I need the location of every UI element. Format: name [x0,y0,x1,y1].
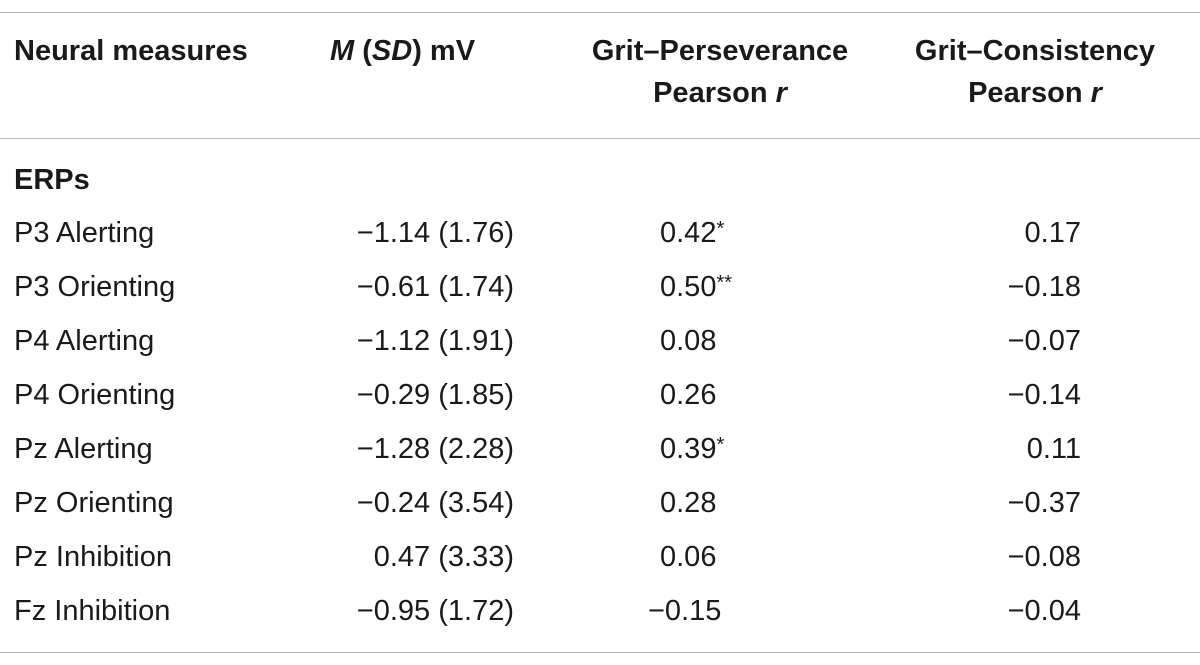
row-label: P3 Alerting [14,217,155,249]
table-row: Fz Inhibition −0.95 (1.72) −0.15 −0.04 [0,584,1200,638]
row-grit-perseverance: 0.42* [660,206,760,260]
header-rule [0,138,1200,139]
table-row: Pz Inhibition 0.47 (3.33) 0.06 −0.08 [0,530,1200,584]
row-grit-consistency: −0.08 [1007,541,1081,573]
value: −0.15 [648,595,722,627]
row-grit-consistency: −0.18 [1007,271,1081,303]
header-grit-consistency-line1: Grit–Consistency [914,35,1156,67]
row-label: P4 Orienting [14,379,176,411]
row-label: Pz Inhibition [14,541,172,573]
header-grit-perseverance: Grit–Perseverance Pearson r [560,30,880,114]
row-mean-sd: −1.12 (1.91) [356,325,514,357]
header-mean-sd: M (SD) mV [330,30,475,72]
row-grit-consistency: −0.07 [1007,325,1081,357]
header-neural-measures: Neural measures [14,30,248,72]
row-mean-sd: −0.95 (1.72) [356,595,514,627]
row-label: P4 Alerting [14,325,155,357]
row-grit-perseverance: −0.15 [648,584,748,638]
header-pearson-text: Pearson [968,77,1091,109]
top-rule [0,12,1200,13]
value: 0.28 [660,487,717,519]
row-grit-perseverance: 0.50** [660,260,760,314]
row-grit-consistency: 0.11 [1026,433,1081,465]
row-mean-sd: −1.28 (2.28) [356,433,514,465]
header-grit-consistency: Grit–Consistency Pearson r [880,30,1190,114]
table-row: P4 Orienting −0.29 (1.85) 0.26 −0.14 [0,368,1200,422]
header-sd-symbol: SD [371,35,413,67]
table-row: P4 Alerting −1.12 (1.91) 0.08 −0.07 [0,314,1200,368]
value: 0.50 [660,271,717,303]
row-grit-perseverance: 0.28 [660,476,760,530]
row-grit-consistency: −0.14 [1007,379,1081,411]
row-grit-perseverance: 0.08 [660,314,760,368]
row-mean-sd: −1.14 (1.76) [356,217,514,249]
header-paren-open: ( [354,35,372,67]
row-label: P3 Orienting [14,271,176,303]
header-grit-perseverance-line1: Grit–Perseverance [591,35,849,67]
row-label: Pz Orienting [14,487,174,519]
table-row: Pz Orienting −0.24 (3.54) 0.28 −0.37 [0,476,1200,530]
value: 0.06 [660,541,717,573]
header-grit-perseverance-line2: Pearson r [560,72,880,114]
row-label: Pz Alerting [14,433,153,465]
row-grit-perseverance: 0.39* [660,422,760,476]
table-row: Pz Alerting −1.28 (2.28) 0.39* 0.11 [0,422,1200,476]
row-label: Fz Inhibition [14,595,171,627]
row-grit-consistency: −0.37 [1007,487,1081,519]
value: 0.26 [660,379,717,411]
significance-marker: * [716,218,725,240]
header-neural-measures-label: Neural measures [14,35,248,67]
row-mean-sd: −0.61 (1.74) [356,271,514,303]
header-grit-consistency-line2: Pearson r [880,72,1190,114]
value: 0.42 [660,217,717,249]
header-mean-symbol: M [330,35,355,67]
header-paren-close-unit: ) mV [412,35,476,67]
row-mean-sd: −0.24 (3.54) [356,487,514,519]
table-row: P3 Orienting −0.61 (1.74) 0.50** −0.18 [0,260,1200,314]
row-grit-consistency: 0.17 [1024,217,1081,249]
row-grit-consistency: −0.04 [1007,595,1081,627]
significance-marker: ** [716,272,733,294]
table-row: P3 Alerting −1.14 (1.76) 0.42* 0.17 [0,206,1200,260]
section-label-erps: ERPs [14,164,90,196]
row-grit-perseverance: 0.06 [660,530,760,584]
header-pearson-text: Pearson [653,77,776,109]
header-r-symbol: r [1090,77,1102,109]
value: 0.08 [660,325,717,357]
header-r-symbol: r [775,77,787,109]
row-grit-perseverance: 0.26 [660,368,760,422]
significance-marker: * [716,434,725,456]
row-mean-sd: −0.29 (1.85) [356,379,514,411]
row-mean-sd: 0.47 (3.33) [373,541,514,573]
value: 0.39 [660,433,717,465]
bottom-rule [0,652,1200,653]
